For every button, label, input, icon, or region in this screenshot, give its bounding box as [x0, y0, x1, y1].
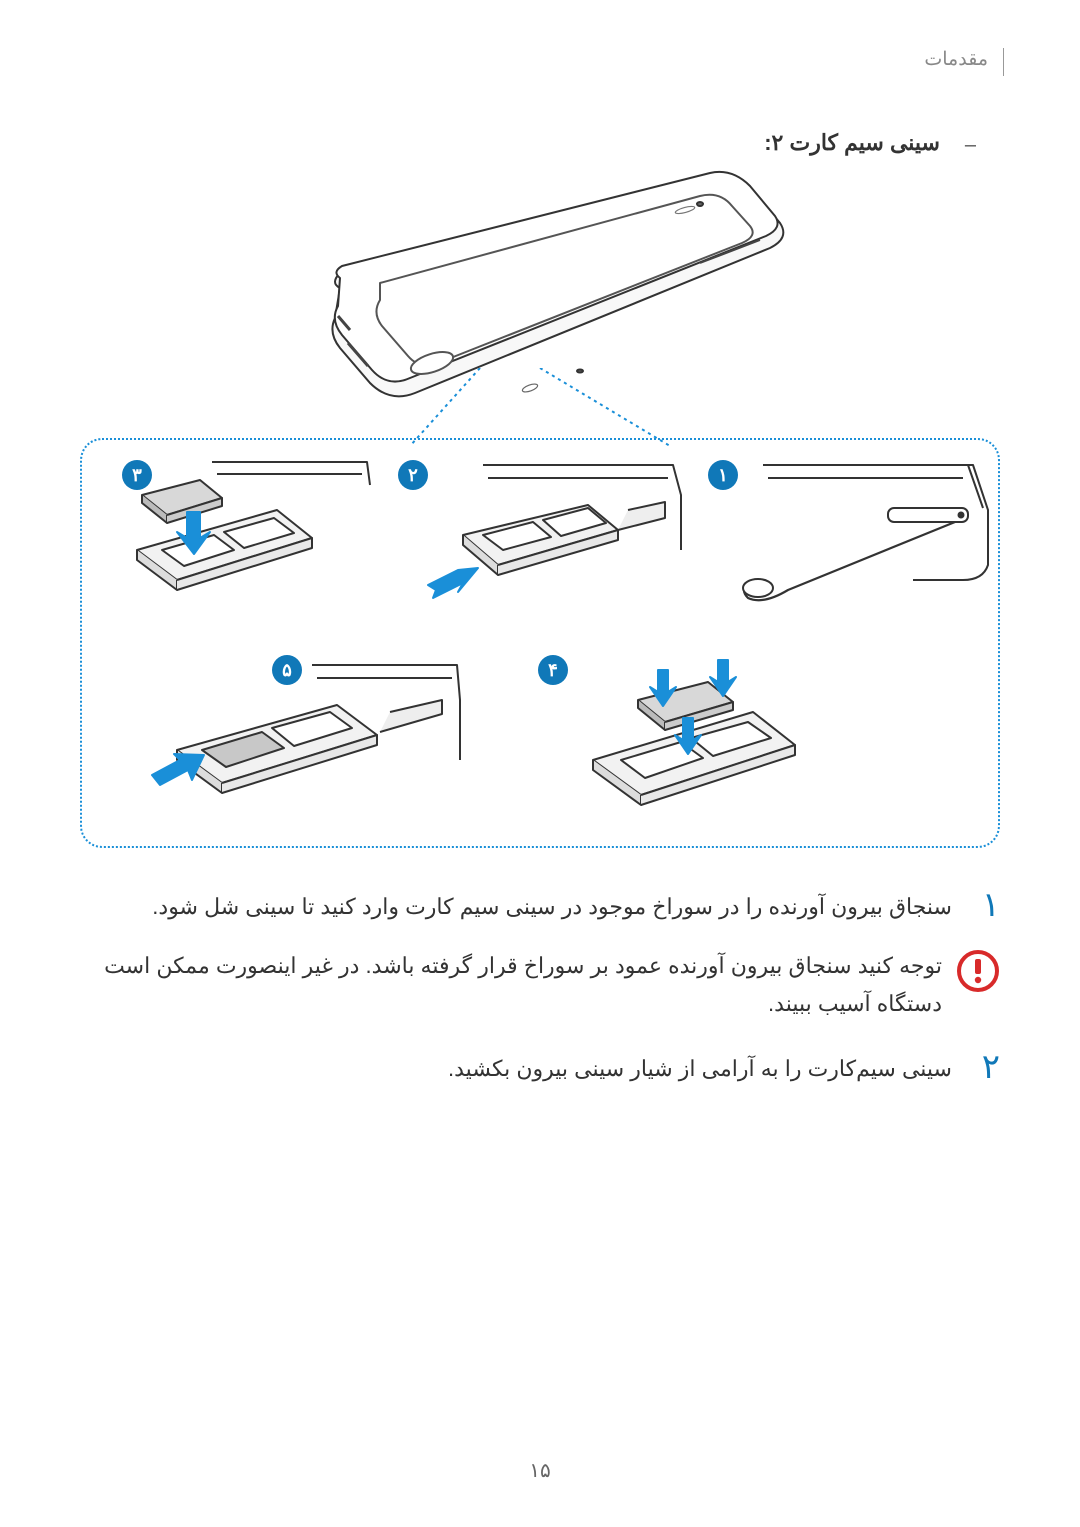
instruction-text-1: سنجاق بیرون آورنده را در سوراخ موجود در … [80, 888, 952, 925]
instruction-row-1: ۱ سنجاق بیرون آورنده را در سوراخ موجود د… [80, 888, 1000, 925]
page-number: ۱۵ [0, 1458, 1080, 1483]
instruction-number-1: ۱ [970, 888, 1000, 922]
breadcrumb: مقدمات [924, 48, 988, 71]
instruction-text-2: سینی سیم‌کارت را به آرامی از شیار سینی ب… [80, 1050, 952, 1087]
step-4-illustration [553, 650, 853, 835]
title-dash: – [965, 134, 976, 157]
caution-row: توجه کنید سنجاق بیرون آورنده عمود بر سور… [80, 947, 1000, 1022]
steps-box: ۱ ۲ [80, 438, 1000, 848]
instructions: ۱ سنجاق بیرون آورنده را در سوراخ موجود د… [80, 888, 1000, 1110]
header-divider [1003, 48, 1004, 76]
caution-icon [956, 949, 1000, 993]
instruction-row-2: ۲ سینی سیم‌کارت را به آرامی از شیار سینی… [80, 1050, 1000, 1087]
step-5-illustration [122, 650, 462, 835]
section-title: سینی سیم کارت ۲: [764, 130, 940, 156]
step-1-illustration [713, 450, 993, 610]
diagram-area: ۱ ۲ [80, 168, 1000, 858]
step-2-illustration [403, 450, 683, 610]
instruction-number-2: ۲ [970, 1050, 1000, 1084]
step-3-illustration [92, 450, 372, 610]
caution-text: توجه کنید سنجاق بیرون آورنده عمود بر سور… [80, 947, 942, 1022]
callout-lines [410, 368, 670, 448]
